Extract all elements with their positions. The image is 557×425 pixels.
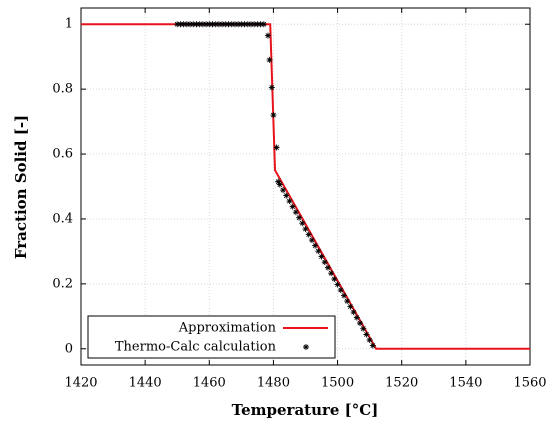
- point: [199, 21, 206, 28]
- x-tick-label: 1480: [257, 376, 290, 391]
- point: [196, 21, 203, 28]
- point: [251, 21, 258, 28]
- point: [270, 112, 277, 119]
- point: [292, 209, 299, 216]
- point: [299, 220, 306, 227]
- point: [347, 303, 354, 310]
- y-tick-label: 0.8: [52, 82, 73, 97]
- point: [241, 21, 248, 28]
- line: [81, 23, 530, 350]
- point: [193, 21, 200, 28]
- y-axis-title: Fraction Solid [-]: [12, 115, 30, 259]
- point: [212, 21, 219, 28]
- point: [340, 292, 347, 299]
- point: [235, 21, 242, 28]
- point: [219, 21, 226, 28]
- x-tick-label: 1500: [321, 376, 354, 391]
- point: [366, 337, 373, 344]
- x-tick-label: 1420: [64, 376, 97, 391]
- point: [331, 275, 338, 282]
- point: [266, 56, 273, 63]
- legend-label: Approximation: [178, 321, 277, 336]
- legend-box: [87, 315, 336, 359]
- y-tick-label: 1: [65, 17, 73, 32]
- y-tick-label: 0.4: [52, 211, 73, 226]
- point: [286, 198, 293, 205]
- point: [206, 21, 213, 28]
- point: [296, 214, 303, 221]
- legend-label: Thermo-Calc calculation: [115, 340, 277, 355]
- point: [190, 21, 197, 28]
- point: [321, 259, 328, 266]
- x-tick-label: 1520: [385, 376, 418, 391]
- point: [315, 248, 322, 255]
- point: [280, 187, 287, 194]
- y-tick-label: 0: [65, 341, 73, 356]
- point: [225, 21, 232, 28]
- point: [231, 21, 238, 28]
- point: [174, 21, 181, 28]
- point: [357, 320, 364, 327]
- point: [268, 84, 275, 91]
- plot-frame: [80, 7, 531, 366]
- point: [324, 264, 331, 271]
- point: [264, 32, 271, 39]
- point: [260, 21, 267, 28]
- point: [308, 237, 315, 244]
- point: [238, 21, 245, 28]
- x-axis-title: Temperature [°C]: [232, 401, 379, 419]
- point: [215, 21, 222, 28]
- point: [187, 21, 194, 28]
- point: [289, 203, 296, 210]
- point: [350, 309, 357, 316]
- point: [369, 342, 376, 349]
- point: [353, 314, 360, 321]
- point: [283, 192, 290, 199]
- point: [276, 181, 283, 188]
- point: [244, 21, 251, 28]
- x-tick-label: 1440: [129, 376, 162, 391]
- point: [275, 178, 282, 185]
- point: [228, 21, 235, 28]
- point: [247, 21, 254, 28]
- y-tick-label: 0.2: [52, 276, 73, 291]
- point: [222, 21, 229, 28]
- point: [312, 242, 319, 249]
- point: [209, 21, 216, 28]
- point: [203, 21, 210, 28]
- y-tick-label: 0.6: [52, 147, 73, 162]
- point: [305, 231, 312, 238]
- point: [337, 287, 344, 294]
- x-tick-label: 1540: [449, 376, 482, 391]
- point: [360, 325, 367, 332]
- point: [328, 270, 335, 277]
- x-tick-label: 1560: [513, 376, 546, 391]
- point: [180, 21, 187, 28]
- point: [334, 281, 341, 288]
- point: [302, 226, 309, 233]
- point: [318, 253, 325, 260]
- point: [177, 21, 184, 28]
- x-tick-label: 1460: [193, 376, 226, 391]
- point: [254, 21, 261, 28]
- legend-swatch: [303, 344, 309, 350]
- point: [183, 21, 190, 28]
- point: [344, 298, 351, 305]
- point: [257, 21, 264, 28]
- point: [363, 331, 370, 338]
- point: [273, 144, 280, 151]
